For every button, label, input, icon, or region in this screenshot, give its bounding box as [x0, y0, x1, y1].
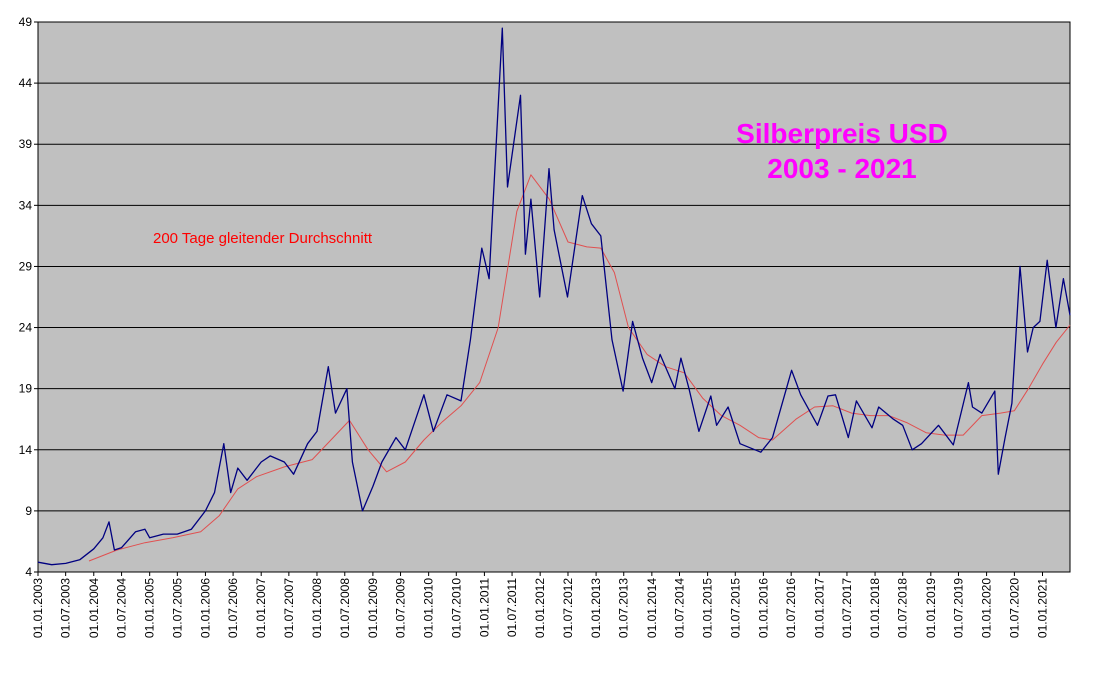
x-tick-label: 01.01.2016 [756, 578, 770, 638]
x-tick-label: 01.07.2015 [728, 578, 742, 638]
y-tick-label: 44 [19, 76, 33, 90]
x-tick-label: 01.07.2010 [449, 578, 463, 638]
x-tick-label: 01.07.2008 [338, 578, 352, 638]
x-tick-label: 01.01.2021 [1036, 578, 1050, 638]
y-tick-label: 49 [19, 15, 33, 29]
x-tick-label: 01.07.2018 [896, 578, 910, 638]
x-tick-label: 01.01.2013 [589, 578, 603, 638]
series-lines [37, 27, 1071, 566]
x-tick-label: 01.07.2009 [394, 578, 408, 638]
chart-title: Silberpreis USD [736, 118, 948, 149]
x-tick-label: 01.01.2020 [980, 578, 994, 638]
y-tick-label: 29 [19, 259, 33, 273]
x-tick-label: 01.07.2012 [561, 578, 575, 638]
x-tick-label: 01.01.2011 [477, 578, 491, 637]
x-tick-label: 01.07.2007 [282, 578, 296, 638]
y-tick-label: 19 [19, 382, 33, 396]
x-tick-label: 01.07.2014 [673, 578, 687, 638]
y-tick-label: 24 [19, 321, 33, 335]
y-tick-label: 39 [19, 137, 33, 151]
x-tick-label: 01.01.2018 [868, 578, 882, 638]
x-tick-label: 01.07.2020 [1007, 578, 1021, 638]
x-tick-label: 01.01.2014 [645, 578, 659, 638]
plot-area [37, 21, 1071, 573]
moving-average-line [88, 174, 1071, 562]
x-tick-label: 01.01.2010 [422, 578, 436, 638]
x-tick-label: 01.01.2017 [812, 578, 826, 638]
x-tick-label: 01.07.2006 [226, 578, 240, 638]
gridlines [38, 21, 1070, 512]
silver-price-line [37, 27, 1071, 566]
y-tick-label: 4 [25, 565, 32, 579]
x-tick-label: 01.07.2016 [784, 578, 798, 638]
x-axis: 01.01.2003 01.07.2003 01.01.2004 01.07.2004… [31, 572, 1050, 638]
x-tick-label: 01.01.2008 [310, 578, 324, 638]
x-tick-label: 01.07.2017 [840, 578, 854, 638]
x-tick-label: 01.01.2019 [924, 578, 938, 638]
chart-subtitle: 2003 - 2021 [767, 153, 916, 184]
x-tick-label: 01.07.2011 [505, 578, 519, 637]
x-tick-label: 01.07.2003 [59, 578, 73, 638]
x-tick-label: 01.07.2019 [951, 578, 965, 638]
x-tick-label: 01.01.2004 [87, 578, 101, 638]
x-tick-label: 01.01.2005 [143, 578, 157, 638]
y-tick-label: 34 [19, 198, 33, 212]
moving-average-annotation: 200 Tage gleitender Durchschnitt [153, 230, 373, 247]
y-tick-label: 9 [25, 504, 32, 518]
x-tick-label: 01.01.2003 [31, 578, 45, 638]
x-tick-label: 01.07.2013 [617, 578, 631, 638]
x-tick-label: 01.01.2009 [366, 578, 380, 638]
x-tick-label: 01.07.2005 [170, 578, 184, 638]
x-tick-label: 01.01.2007 [254, 578, 268, 638]
y-tick-label: 14 [19, 443, 33, 457]
x-tick-label: 01.01.2015 [701, 578, 715, 638]
x-tick-label: 01.01.2006 [198, 578, 212, 638]
x-tick-label: 01.01.2012 [533, 578, 547, 638]
x-tick-label: 01.07.2004 [115, 578, 129, 638]
